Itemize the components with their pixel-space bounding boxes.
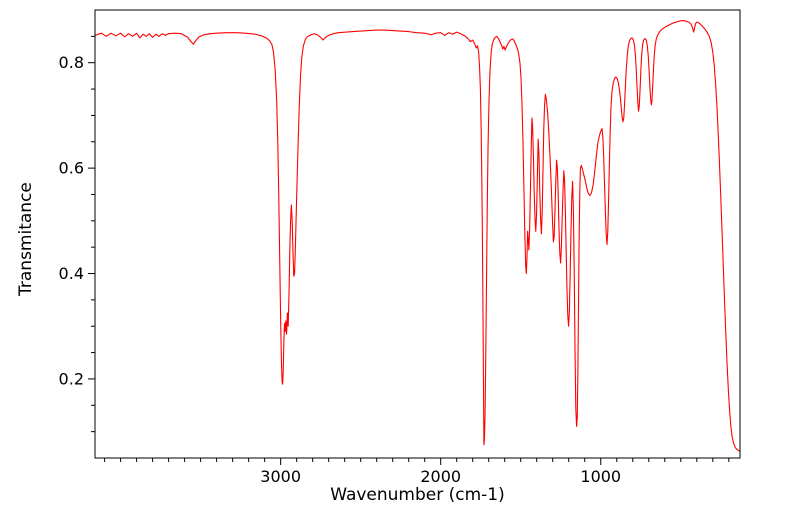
x-tick-label: 2000: [420, 467, 461, 486]
spectrum-line: [95, 19, 740, 452]
y-tick-label: 0.2: [59, 369, 84, 388]
plot-frame: [94, 9, 741, 459]
y-axis-label: Transmitance: [16, 182, 36, 296]
y-tick-label: 0.4: [59, 264, 84, 283]
x-tick-label: 1000: [580, 467, 621, 486]
x-tick-label: 3000: [260, 467, 301, 486]
x-axis-label: Wavenumber (cm-1): [330, 485, 505, 505]
y-tick-label: 0.8: [59, 53, 84, 72]
y-tick-label: 0.6: [59, 159, 84, 178]
